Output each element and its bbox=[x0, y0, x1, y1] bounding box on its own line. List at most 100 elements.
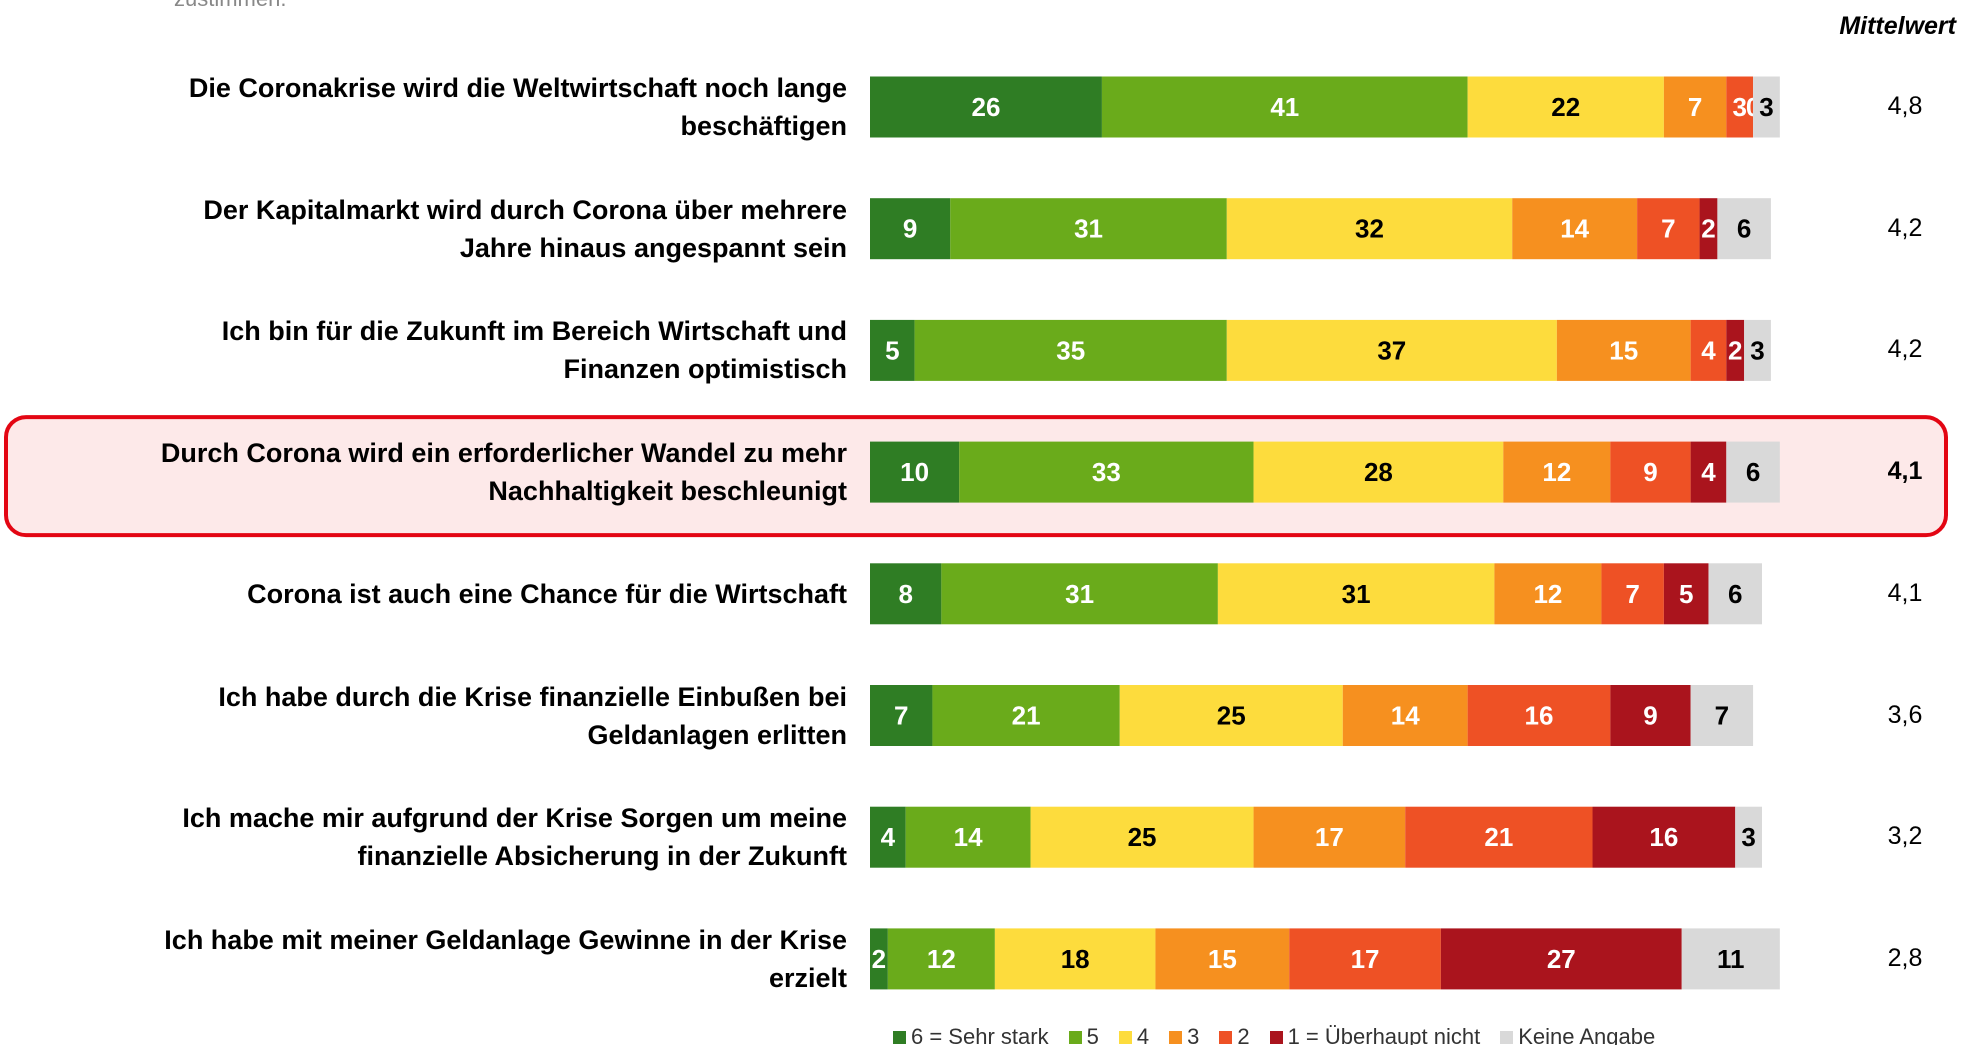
segment-label: 14 bbox=[954, 822, 983, 852]
bar-segment bbox=[1405, 806, 1593, 868]
bar-segment bbox=[1726, 319, 1745, 381]
bar-segment bbox=[1637, 198, 1700, 260]
legend-swatch bbox=[1068, 1030, 1082, 1044]
segment-label: 15 bbox=[1208, 944, 1237, 974]
legend-swatch bbox=[893, 1030, 906, 1044]
segment-label: 35 bbox=[1056, 335, 1085, 365]
bar-segment bbox=[1253, 441, 1504, 503]
segment-label: 32 bbox=[1355, 214, 1384, 244]
segment-label: 7 bbox=[1625, 579, 1639, 609]
segment-label: 16 bbox=[1525, 701, 1554, 731]
category-label: Ich habe mit meiner Geldanlage Gewinne i… bbox=[164, 924, 847, 993]
legend: 6 = Sehr stark 5 4 3 2 1 = Überhaupt nicht Kei… bbox=[893, 1024, 1655, 1045]
legend-item: 6 = Sehr stark bbox=[893, 1024, 1049, 1045]
bar-segment bbox=[1467, 76, 1664, 138]
segment-label: 7 bbox=[894, 701, 908, 731]
segment-label: 4 bbox=[1701, 335, 1716, 365]
legend-swatch bbox=[1219, 1030, 1233, 1044]
segment-label: 17 bbox=[1351, 944, 1380, 974]
segment-label: 3 bbox=[1750, 335, 1764, 365]
bar-segment bbox=[1681, 928, 1780, 990]
legend-swatch bbox=[1500, 1030, 1514, 1044]
segment-label: 16 bbox=[1649, 822, 1678, 852]
legend-label: 4 bbox=[1136, 1024, 1150, 1045]
legend-swatch bbox=[1169, 1030, 1183, 1044]
bar-segment bbox=[1610, 441, 1691, 503]
subtitle: zustimmen. bbox=[174, 0, 286, 12]
bar-segment bbox=[1735, 806, 1762, 868]
category-label: Die Coronakrise wird die Weltwirtschaft … bbox=[188, 73, 847, 141]
bar-segment bbox=[870, 685, 933, 746]
bar-segment bbox=[870, 319, 915, 381]
bar-segment bbox=[1226, 319, 1557, 381]
bar-segment bbox=[932, 685, 1120, 746]
bar-segment bbox=[1556, 319, 1691, 381]
mean-label: 4,2 bbox=[1887, 213, 1923, 242]
segment-label: 14 bbox=[1391, 701, 1420, 731]
bar-segment bbox=[1101, 76, 1468, 138]
category-label: Durch Corona wird ein erforderlicher Wan… bbox=[160, 438, 847, 507]
bar-segment bbox=[1690, 441, 1727, 503]
segment-label: 37 bbox=[1377, 335, 1406, 365]
segment-label: 6 bbox=[1728, 579, 1742, 609]
legend-item: Keine Angabe bbox=[1500, 1024, 1655, 1045]
bar-segment bbox=[870, 928, 888, 990]
segment-label: 4 bbox=[1701, 457, 1716, 487]
bar-segment bbox=[870, 76, 1102, 138]
mean-label: 4,1 bbox=[1887, 457, 1923, 486]
bar-segment bbox=[1592, 806, 1736, 868]
bar-segment bbox=[950, 198, 1227, 260]
bar-segment bbox=[905, 806, 1031, 868]
segment-label: 6 bbox=[1746, 457, 1760, 487]
segment-label: 12 bbox=[927, 944, 956, 974]
segment-label: 5 bbox=[1679, 579, 1693, 609]
bar-segment bbox=[1503, 441, 1611, 503]
segment-label: 12 bbox=[1533, 579, 1562, 609]
legend-swatch bbox=[1269, 1030, 1283, 1044]
segment-label: 6 bbox=[1737, 214, 1751, 244]
segment-label: 7 bbox=[1715, 701, 1729, 731]
category-label: Ich bin für die Zukunft im Bereich Wirts… bbox=[221, 316, 847, 385]
mean-label: 4,1 bbox=[1887, 578, 1923, 607]
segment-label: 9 bbox=[1643, 457, 1657, 487]
bar-segment bbox=[870, 198, 951, 260]
bar-segment bbox=[1663, 76, 1727, 138]
segment-label: 31 bbox=[1074, 214, 1103, 244]
legend-label: 6 = Sehr stark bbox=[911, 1024, 1049, 1045]
segment-label: 11 bbox=[1717, 944, 1745, 974]
bar-segment bbox=[941, 563, 1218, 625]
legend-label: 2 bbox=[1237, 1024, 1250, 1045]
bar-segment bbox=[959, 441, 1254, 503]
bar-segment bbox=[1663, 563, 1709, 625]
legend-label: 1 = Überhaupt nicht bbox=[1287, 1024, 1481, 1045]
bar-segment bbox=[1610, 685, 1691, 746]
mean-label: 3,2 bbox=[1887, 822, 1923, 851]
legend-item: 2 bbox=[1219, 1024, 1250, 1045]
segment-label: 41 bbox=[1270, 92, 1299, 122]
mean-label: 4,8 bbox=[1887, 92, 1923, 120]
segment-label: 2 bbox=[872, 944, 886, 974]
segment-label: 22 bbox=[1551, 92, 1580, 122]
segment-label: 7 bbox=[1688, 92, 1702, 122]
mean-header: Mittelwert bbox=[1839, 12, 1956, 40]
bar-segment bbox=[1690, 685, 1754, 746]
segment-label: 18 bbox=[1061, 944, 1090, 974]
bar-segment bbox=[1440, 928, 1682, 990]
legend-item: 3 bbox=[1169, 1024, 1199, 1045]
bar-segment bbox=[1726, 76, 1754, 138]
bar-segment bbox=[1699, 198, 1718, 260]
legend-item: 4 bbox=[1118, 1024, 1150, 1045]
legend-item: 5 bbox=[1068, 1024, 1099, 1045]
segment-label: 33 bbox=[1092, 457, 1121, 487]
bar-segment bbox=[994, 928, 1156, 990]
bar-segment bbox=[914, 319, 1227, 381]
bar-segment bbox=[1601, 563, 1664, 625]
legend-label: 3 bbox=[1187, 1024, 1200, 1045]
bar-segment bbox=[1342, 685, 1468, 746]
bar-segment bbox=[1744, 319, 1771, 381]
segment-label: 25 bbox=[1217, 701, 1246, 731]
segment-label: 7 bbox=[1661, 214, 1675, 244]
bar-segment bbox=[1494, 563, 1602, 625]
bar-segment bbox=[1753, 76, 1780, 138]
